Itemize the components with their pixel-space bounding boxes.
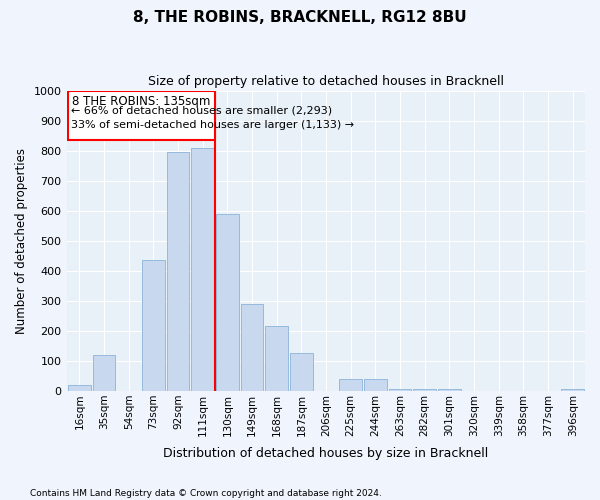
Bar bbox=[93, 355, 115, 391]
Bar bbox=[389, 388, 412, 391]
Bar bbox=[413, 388, 436, 391]
Bar bbox=[438, 388, 461, 391]
Bar bbox=[241, 304, 263, 391]
Bar bbox=[562, 388, 584, 391]
X-axis label: Distribution of detached houses by size in Bracknell: Distribution of detached houses by size … bbox=[163, 447, 488, 460]
Title: Size of property relative to detached houses in Bracknell: Size of property relative to detached ho… bbox=[148, 75, 504, 88]
Y-axis label: Number of detached properties: Number of detached properties bbox=[15, 148, 28, 334]
FancyBboxPatch shape bbox=[68, 91, 215, 140]
Bar bbox=[142, 260, 165, 391]
Text: 33% of semi-detached houses are larger (1,133) →: 33% of semi-detached houses are larger (… bbox=[71, 120, 353, 130]
Bar bbox=[340, 379, 362, 391]
Text: 8, THE ROBINS, BRACKNELL, RG12 8BU: 8, THE ROBINS, BRACKNELL, RG12 8BU bbox=[133, 10, 467, 25]
Bar bbox=[191, 148, 214, 391]
Text: Contains HM Land Registry data © Crown copyright and database right 2024.: Contains HM Land Registry data © Crown c… bbox=[30, 488, 382, 498]
Bar bbox=[290, 354, 313, 391]
Bar bbox=[68, 385, 91, 391]
Bar bbox=[364, 379, 387, 391]
Bar bbox=[216, 214, 239, 391]
Bar bbox=[167, 152, 190, 391]
Text: 8 THE ROBINS: 135sqm: 8 THE ROBINS: 135sqm bbox=[73, 95, 211, 108]
Text: ← 66% of detached houses are smaller (2,293): ← 66% of detached houses are smaller (2,… bbox=[71, 106, 332, 116]
Bar bbox=[265, 326, 288, 391]
